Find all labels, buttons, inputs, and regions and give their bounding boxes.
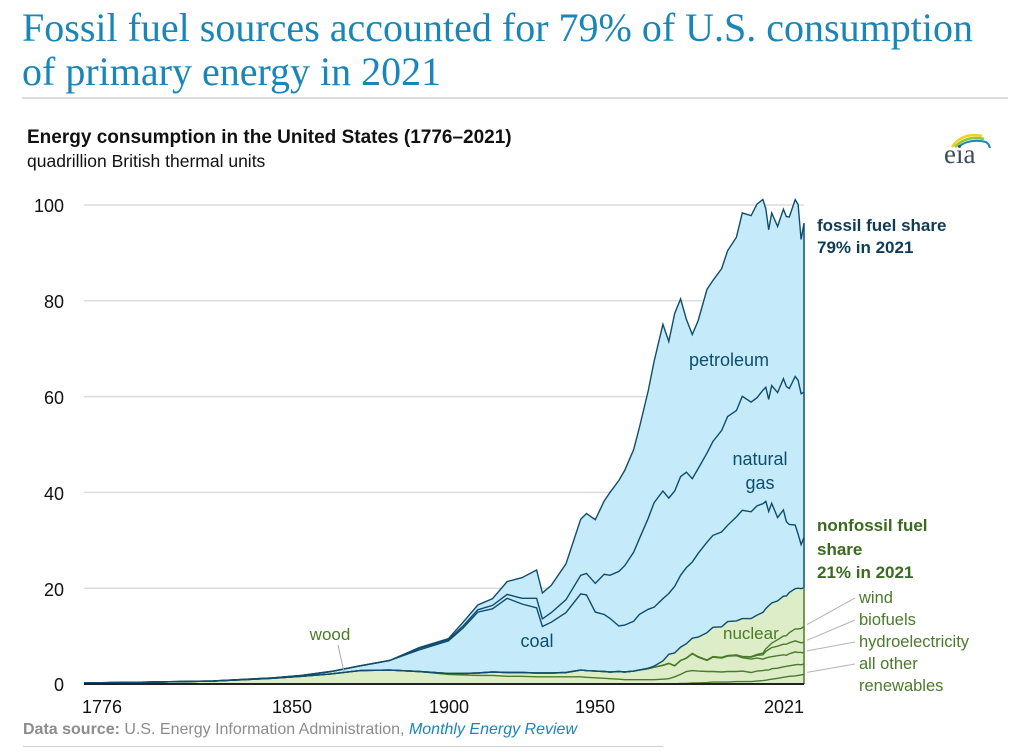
footer-line: [23, 746, 663, 747]
area-natural-gas: [84, 376, 804, 683]
x-tick-label: 2021: [764, 697, 804, 717]
label-natural-gas-2: gas: [745, 473, 774, 493]
annotation-fossil-share: fossil fuel share: [817, 216, 946, 235]
label-petroleum: petroleum: [689, 350, 769, 370]
separator: [22, 97, 1008, 99]
leader-wind: [806, 597, 856, 625]
data-source-label: Data source:: [23, 721, 120, 738]
annotation-nonfossil-pct: 21% in 2021: [817, 563, 913, 582]
label-wood: wood: [309, 625, 351, 644]
line-coal: [83, 500, 805, 684]
x-tick-label: 1950: [575, 697, 615, 717]
label-nuclear: nuclear: [723, 624, 779, 643]
annotation-nonfossil-share: nonfossil fuel: [817, 516, 928, 535]
y-tick-label: 60: [44, 388, 64, 408]
x-tick-label: 1776: [82, 697, 122, 717]
annotation-fossil-pct: 79% in 2021: [817, 238, 913, 257]
eia-logo-icon: [950, 133, 992, 148]
y-tick-label: 80: [44, 292, 64, 312]
leader-hydroelectricity: [806, 641, 856, 652]
annotation-nonfossil-share-2: share: [817, 540, 862, 559]
area-hydroelectricity: [84, 651, 804, 683]
leader-all-other-renewables: [806, 663, 856, 673]
data-source-text: U.S. Energy Information Administration,: [119, 721, 409, 738]
y-tick-label: 40: [44, 484, 64, 504]
data-source-link[interactable]: Monthly Energy Review: [408, 721, 578, 738]
headline: Fossil fuel sources accounted for 79% of…: [22, 5, 973, 94]
area-petroleum: [84, 199, 804, 683]
label-renewables: renewables: [859, 677, 943, 695]
chart-subtitle: quadrillion British thermal units: [27, 151, 266, 171]
label-biofuels: biofuels: [859, 611, 916, 629]
area-coal: [84, 501, 804, 683]
y-tick-label: 20: [44, 580, 64, 600]
x-tick-label: 1900: [429, 697, 469, 717]
data-source: Data source: U.S. Energy Information Adm…: [23, 721, 577, 739]
y-tick-label: 0: [54, 675, 64, 695]
leader-lines: [337, 597, 856, 673]
label-wind: wind: [858, 589, 893, 607]
y-tick-label: 100: [34, 196, 64, 216]
label-hydroelectricity: hydroelectricity: [859, 633, 970, 651]
stacked-areas: [84, 199, 804, 684]
x-tick-label: 1850: [272, 697, 312, 717]
line-nuclear: [83, 587, 805, 684]
line-wood: [83, 663, 805, 684]
eia-logo-text: eia: [944, 139, 976, 169]
label-coal: coal: [520, 631, 553, 651]
wood-leader: [337, 644, 345, 673]
chart-title: Energy consumption in the United States …: [27, 127, 512, 148]
leader-biofuels: [806, 619, 856, 641]
line-natural-gas: [83, 375, 805, 684]
label-all-other: all other: [859, 655, 918, 673]
line-petroleum: [83, 198, 805, 684]
label-natural-gas: natural: [732, 449, 787, 469]
eia-logo[interactable]: eia: [938, 128, 998, 172]
